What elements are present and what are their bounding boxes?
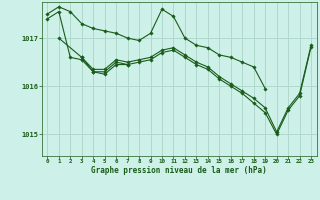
X-axis label: Graphe pression niveau de la mer (hPa): Graphe pression niveau de la mer (hPa) [91,166,267,175]
